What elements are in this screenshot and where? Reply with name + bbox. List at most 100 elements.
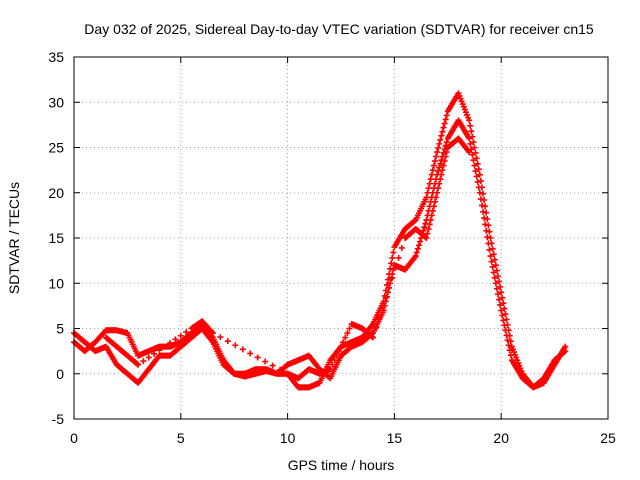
data-point (502, 311, 509, 318)
data-point (472, 149, 479, 156)
data-point (389, 274, 396, 281)
data-point (433, 194, 440, 201)
x-tick-label: 0 (70, 430, 78, 446)
data-point (434, 149, 441, 156)
y-tick-label: 10 (48, 275, 64, 291)
data-point (438, 171, 445, 178)
data-point (426, 221, 433, 228)
data-point (497, 301, 504, 308)
data-point (474, 160, 481, 167)
data-point (429, 167, 436, 174)
y-tick-label: 35 (48, 49, 64, 65)
data-point (161, 343, 168, 350)
data-point (441, 158, 448, 165)
data-layer (71, 90, 569, 391)
data-point (262, 358, 269, 365)
y-tick-label: 20 (48, 185, 64, 201)
data-point (498, 307, 505, 314)
y-tick-label: 25 (48, 140, 64, 156)
data-point (140, 358, 147, 365)
data-point (392, 264, 399, 271)
data-point (333, 352, 340, 359)
data-point (232, 342, 239, 349)
data-point (466, 117, 473, 124)
data-point (466, 135, 473, 142)
data-point (254, 354, 261, 361)
data-point (167, 339, 174, 346)
data-point (485, 240, 492, 247)
data-point (135, 361, 142, 368)
data-point (384, 276, 391, 283)
data-point (507, 338, 514, 345)
data-point (435, 144, 442, 151)
data-point (269, 362, 276, 369)
data-point (438, 132, 445, 139)
data-point (423, 194, 430, 201)
data-point (471, 162, 478, 169)
data-point (440, 149, 447, 156)
data-point (475, 184, 482, 191)
data-point (438, 157, 445, 164)
data-point (388, 275, 395, 282)
data-point (490, 251, 497, 258)
data-point (435, 168, 442, 175)
data-point (502, 327, 509, 334)
data-point (439, 167, 446, 174)
data-point (470, 139, 477, 146)
data-point (344, 330, 351, 337)
data-point (329, 361, 336, 368)
data-point (482, 203, 489, 210)
data-point (425, 185, 432, 192)
data-point (429, 207, 436, 214)
data-point (496, 278, 503, 285)
data-point (430, 203, 437, 210)
data-point (389, 254, 396, 261)
data-point (422, 220, 429, 227)
data-point (503, 332, 510, 339)
data-point (224, 338, 231, 345)
data-point (145, 354, 152, 361)
data-point (390, 249, 397, 256)
y-axis-label: SDTVAR / TECUs (6, 182, 22, 294)
data-point (472, 168, 479, 175)
data-point (335, 348, 342, 355)
data-point (421, 224, 428, 231)
data-point (277, 366, 284, 373)
data-point (428, 212, 435, 219)
data-point (493, 267, 500, 274)
x-tick-label: 25 (600, 430, 616, 446)
data-point (499, 294, 506, 301)
data-point (480, 208, 487, 215)
data-point (398, 244, 405, 251)
y-tick-label: -5 (52, 411, 65, 427)
data-point (414, 245, 421, 252)
data-point (417, 238, 424, 245)
data-point (427, 176, 434, 183)
data-point (481, 215, 488, 222)
y-tick-label: 0 (56, 366, 64, 382)
data-point (436, 140, 443, 147)
data-point (482, 221, 489, 228)
data-point (247, 350, 254, 357)
data-point (437, 136, 444, 143)
data-point (500, 300, 507, 307)
data-point (386, 284, 393, 291)
data-point (388, 260, 395, 267)
data-point (486, 246, 493, 253)
data-point (379, 304, 386, 311)
data-point (327, 366, 334, 373)
data-point (478, 202, 485, 209)
data-point (484, 215, 491, 222)
y-tick-label: 5 (56, 321, 64, 337)
data-point (342, 334, 349, 341)
data-point (340, 339, 347, 346)
data-point (483, 209, 490, 216)
data-point (476, 189, 483, 196)
data-point (208, 328, 215, 335)
data-point (477, 196, 484, 203)
data-point (442, 116, 449, 123)
data-point (467, 140, 474, 147)
data-point (488, 258, 495, 265)
